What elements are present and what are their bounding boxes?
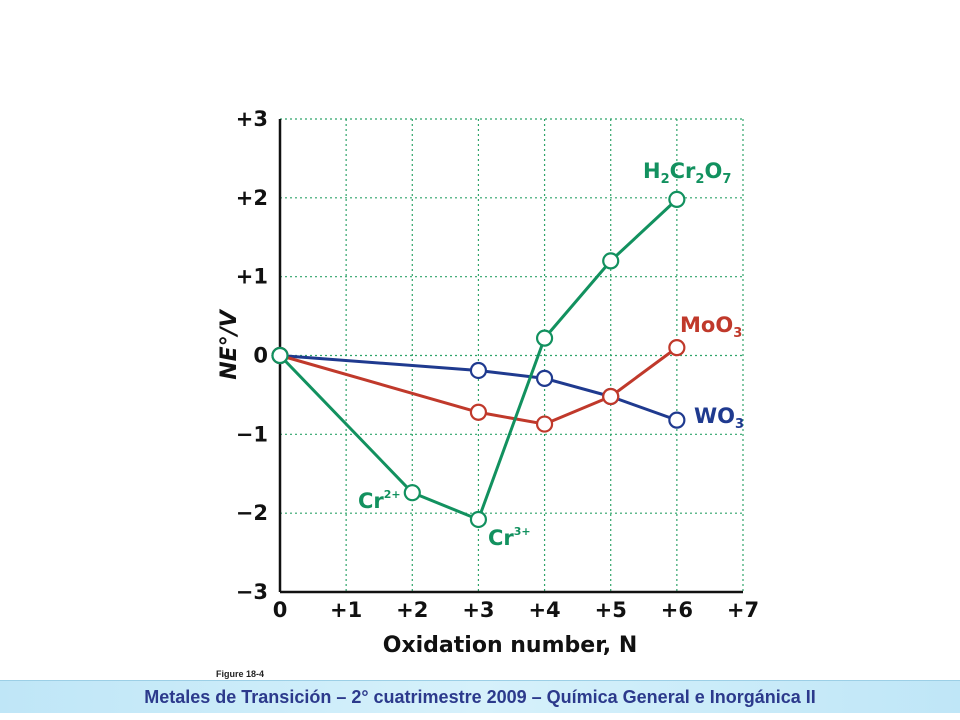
x-tick-labels: 0 +1 +2 +3 +4 +5 +6 +7 bbox=[273, 598, 759, 622]
footer-text: Metales de Transición – 2° cuatrimestre … bbox=[144, 686, 816, 707]
x-tick-label: +5 bbox=[595, 598, 627, 622]
footer-bar: Metales de Transición – 2° cuatrimestre … bbox=[0, 680, 960, 713]
series bbox=[271, 190, 686, 529]
y-tick-label: −1 bbox=[236, 422, 268, 446]
y-tick-label: 0 bbox=[253, 344, 268, 368]
series-cr bbox=[271, 190, 686, 529]
data-point-mo bbox=[668, 339, 686, 357]
data-point-cr bbox=[668, 190, 686, 209]
x-tick-label: +1 bbox=[330, 598, 362, 622]
x-tick-label: +7 bbox=[727, 598, 759, 622]
data-point-mo bbox=[602, 387, 620, 406]
label-moo3: MoO3 bbox=[680, 313, 742, 341]
data-point-w bbox=[668, 411, 686, 429]
x-tick-label: 0 bbox=[273, 598, 288, 622]
y-axis-label: NE°/V bbox=[217, 308, 242, 379]
x-tick-label: +2 bbox=[396, 598, 428, 622]
x-tick-label: +6 bbox=[661, 598, 693, 622]
y-tick-label: −2 bbox=[236, 501, 268, 525]
data-point-cr bbox=[403, 484, 421, 502]
figure-label: Figure 18-4 bbox=[216, 669, 264, 679]
data-point-cr bbox=[271, 346, 289, 365]
data-point-mo bbox=[469, 403, 488, 421]
data-point-w bbox=[535, 369, 554, 387]
y-tick-labels: +3 +2 +1 0 −1 −2 −3 bbox=[236, 107, 268, 604]
x-tick-label: +3 bbox=[462, 598, 494, 622]
y-tick-label: +1 bbox=[236, 265, 268, 289]
data-point-mo bbox=[535, 415, 554, 433]
data-point-cr bbox=[602, 252, 620, 270]
data-point-cr bbox=[469, 510, 488, 529]
x-tick-label: +4 bbox=[528, 598, 560, 622]
data-point-cr bbox=[535, 329, 554, 347]
label-wo3: WO3 bbox=[694, 404, 744, 432]
label-h2cr2o7: H2Cr2O7 bbox=[643, 159, 731, 187]
series-line-cr bbox=[278, 198, 678, 521]
y-tick-label: −3 bbox=[236, 580, 268, 604]
x-axis-label: Oxidation number, N bbox=[383, 633, 637, 658]
data-point-w bbox=[469, 361, 488, 380]
y-tick-label: +2 bbox=[236, 186, 268, 210]
label-cr3plus: Cr3+ bbox=[488, 525, 531, 550]
y-tick-label: +3 bbox=[236, 107, 268, 131]
frost-diagram: +3 +2 +1 0 −1 −2 −3 0 +1 +2 +3 +4 +5 +6 +7 Oxidation … bbox=[216, 107, 759, 679]
label-cr2plus: Cr2+ bbox=[358, 488, 401, 513]
